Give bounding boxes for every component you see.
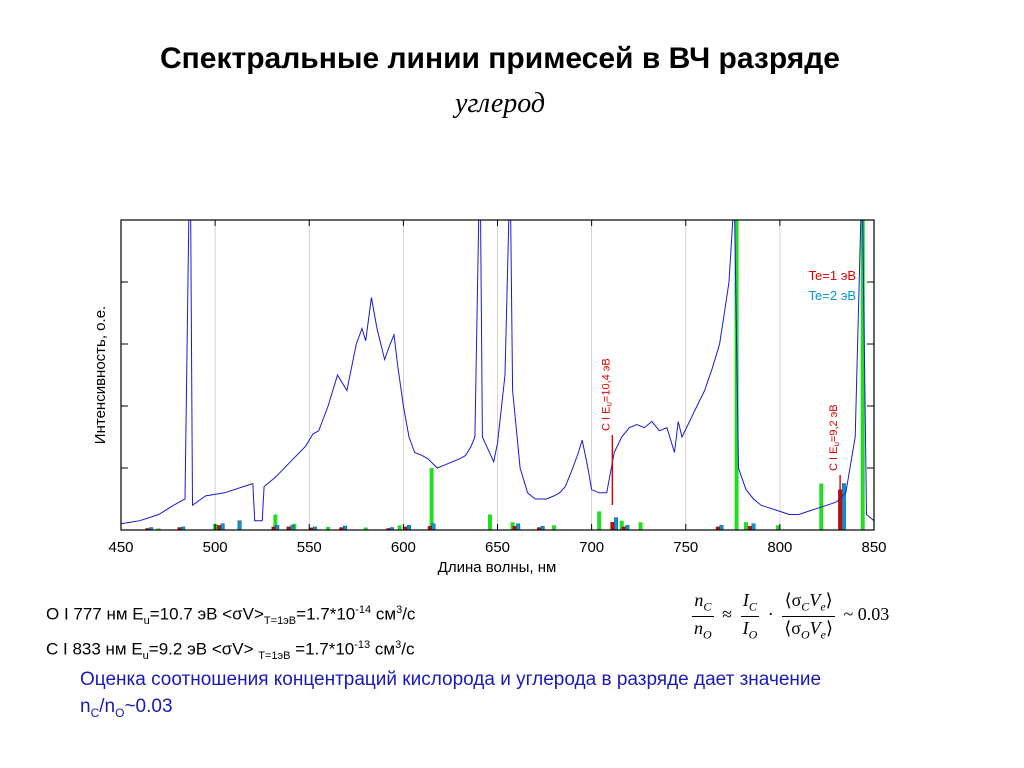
green-bar [326, 526, 331, 530]
cyan-bar [614, 517, 619, 531]
x-tick-label: 750 [673, 539, 698, 556]
chart-legend: Te=1 эВ Te=2 эВ [809, 268, 856, 303]
spectrum-line [120, 219, 875, 525]
x-tick-label: 700 [579, 539, 604, 556]
cyan-bar [220, 523, 225, 531]
spectrum-chart: 450 500 550 600 650 700 750 800 850 Длина волны,… [92, 219, 887, 576]
green-bar [429, 468, 434, 530]
cyan-bar [516, 523, 521, 531]
green-bar [775, 525, 780, 530]
concentration-formula: nC nO ≈ IC IO · ⟨σCVe⟩ ⟨σOVe⟩ ~ 0.03 [688, 590, 889, 642]
formula-result: ~ 0.03 [843, 604, 890, 625]
info-line-oxygen: O I 777 нм Eu=10.7 эВ <σV>T=1эВ=1.7*10-1… [46, 604, 416, 628]
green-bar [551, 525, 556, 530]
y-ticks [121, 281, 874, 469]
cyan-bars [149, 483, 846, 531]
formula-lhs: nC nO [692, 590, 714, 642]
cyan-bar [431, 523, 436, 531]
cyan-bar [237, 520, 242, 531]
formula-rate-ratio: ⟨σCVe⟩ ⟨σOVe⟩ [782, 590, 835, 642]
green-bar [487, 514, 492, 530]
x-ticks: 450 500 550 600 650 700 750 800 850 [108, 220, 887, 556]
green-bar [156, 528, 161, 530]
x-tick-label: 600 [391, 539, 416, 556]
green-bar [363, 527, 368, 530]
x-tick-label: 500 [203, 539, 228, 556]
slide-title: Спектральные линии примесей в ВЧ разряде [160, 42, 840, 75]
green-bar [743, 522, 748, 530]
cyan-bar [343, 525, 347, 531]
chart-grid [214, 220, 781, 530]
cyan-bar [407, 525, 411, 531]
cyan-bar [275, 525, 280, 531]
green-bar [597, 511, 602, 530]
green-bar [619, 520, 624, 530]
x-tick-label: 450 [108, 539, 133, 556]
cyan-bar [841, 483, 846, 531]
green-bar [397, 525, 402, 530]
formula-intensity-ratio: IC IO [740, 590, 760, 642]
green-bar [273, 514, 278, 530]
green-bar [638, 522, 643, 530]
cyan-bar [751, 523, 756, 531]
x-tick-label: 650 [485, 539, 510, 556]
slide-subtitle: углерод [454, 88, 546, 119]
green-bars [156, 220, 865, 530]
line-info: O I 777 нм Eu=10.7 эВ <σV>T=1эВ=1.7*10-1… [46, 598, 415, 668]
cyan-bar [625, 525, 630, 531]
cyan-bar [290, 525, 295, 531]
red-bar [216, 525, 221, 531]
y-axis-label: Интенсивность, о.е. [92, 306, 109, 444]
cyan-bar [719, 525, 724, 531]
legend-entry: Te=1 эВ [809, 268, 856, 283]
green-bar [860, 220, 865, 530]
formula-dot: · [767, 604, 774, 625]
x-axis-label: Длина волны, нм [438, 559, 557, 576]
red-bar [610, 522, 615, 531]
conclusion-note: Оценка соотношения концентраций кислород… [80, 669, 822, 720]
info-line-carbon: C I 833 нм Eu=9.2 эВ <σV> T=1эВ =1.7*10-… [46, 639, 415, 663]
x-tick-label: 800 [767, 539, 792, 556]
x-tick-label: 850 [861, 539, 886, 556]
formula-approx: ≈ [722, 604, 733, 625]
annotation-label: C I Eu=9,2 эВ [828, 404, 841, 471]
annotation-label: C I Eu=10,4 эВ [600, 358, 613, 431]
chart-annotations: C I Eu=10,4 эВ C I Eu=9,2 эВ [600, 358, 841, 505]
legend-entry: Te=2 эВ [809, 288, 856, 303]
x-tick-label: 550 [297, 539, 322, 556]
